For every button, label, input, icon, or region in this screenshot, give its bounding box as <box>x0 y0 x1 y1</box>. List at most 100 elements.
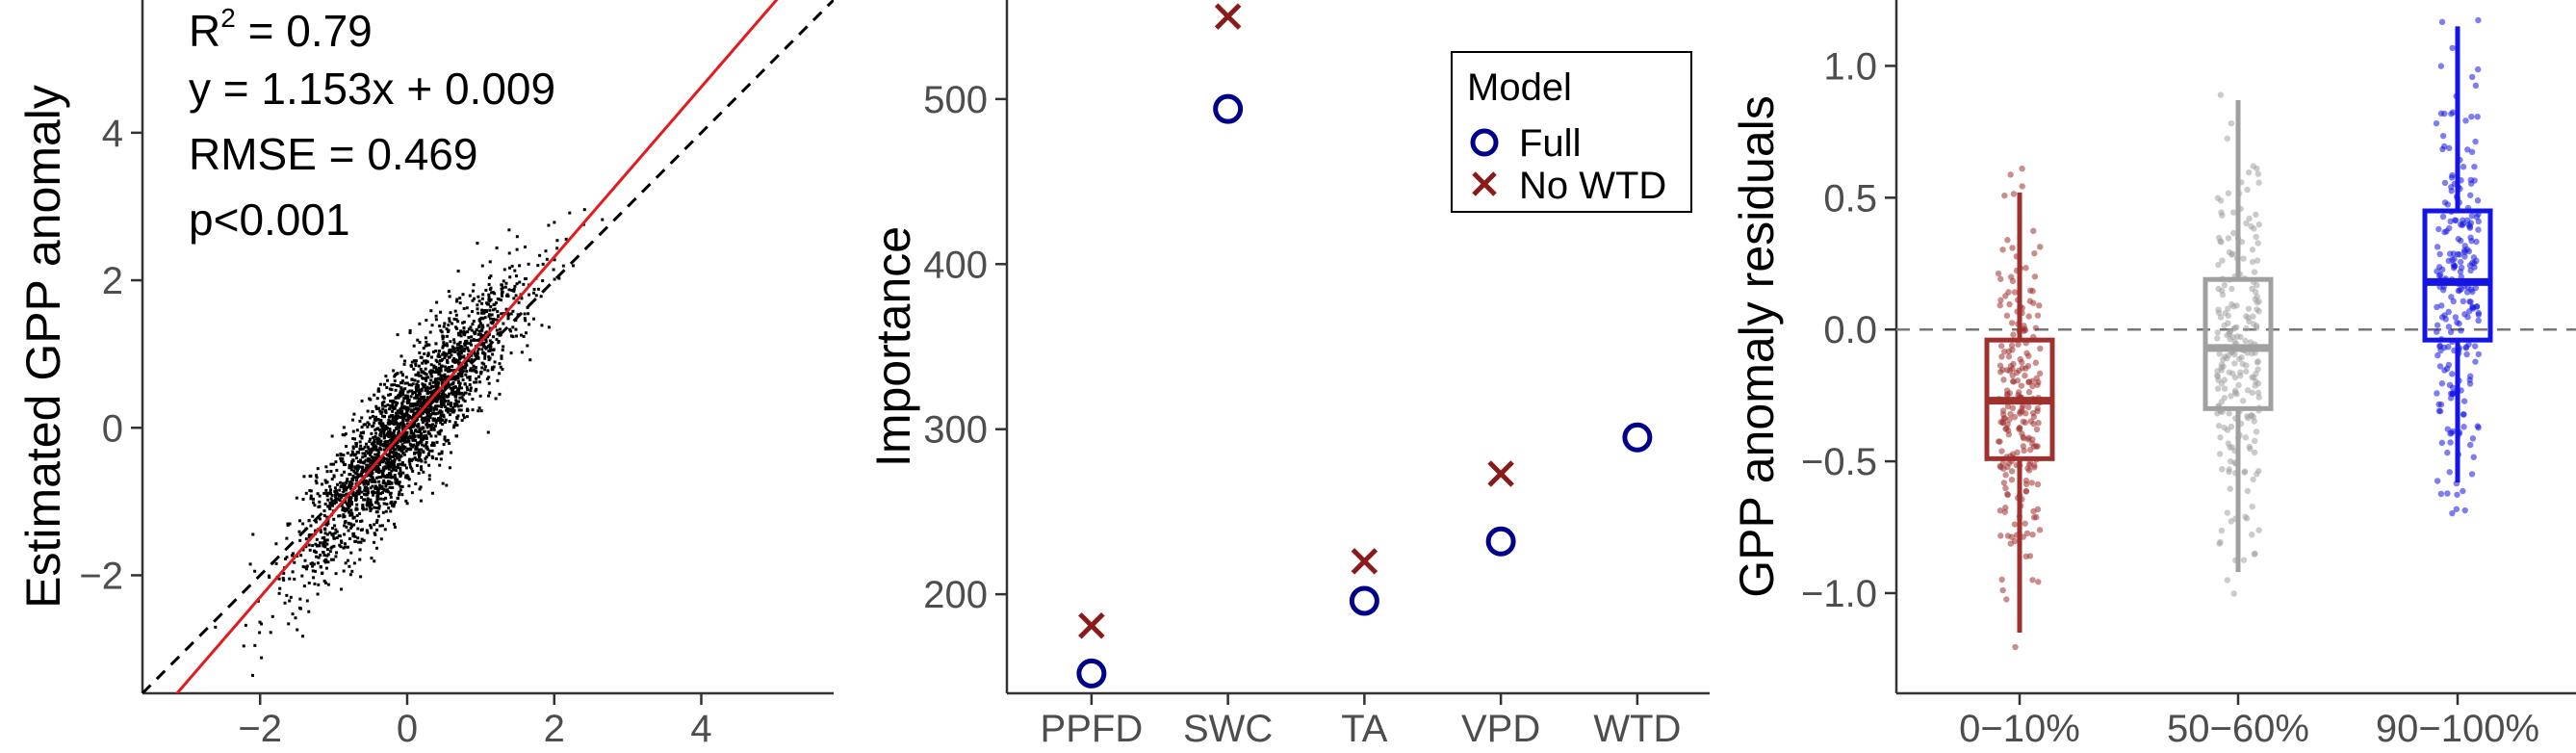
residual-point <box>2034 480 2042 488</box>
data-point <box>502 279 505 283</box>
data-point <box>416 443 420 447</box>
data-point <box>389 491 393 495</box>
data-point <box>448 420 451 424</box>
data-point <box>418 452 422 455</box>
residual-point <box>2034 312 2042 319</box>
y-ticks: −1.0−0.50.00.51.0 <box>1801 45 1896 615</box>
data-point <box>390 388 394 392</box>
data-point <box>349 468 353 472</box>
data-point <box>349 503 353 506</box>
data-point <box>501 348 504 351</box>
data-point <box>365 507 369 511</box>
residual-point <box>2460 487 2466 495</box>
data-point <box>430 324 434 327</box>
data-point <box>435 407 439 411</box>
data-point <box>443 373 447 376</box>
data-point <box>456 269 460 273</box>
data-point <box>405 502 409 506</box>
data-point <box>348 573 352 577</box>
data-point <box>414 445 418 449</box>
residual-point <box>2002 505 2009 511</box>
data-point <box>353 437 357 441</box>
data-point <box>331 533 335 537</box>
data-point <box>358 458 362 462</box>
data-point <box>451 382 455 386</box>
data-point <box>492 302 496 306</box>
residual-point <box>2455 287 2462 295</box>
data-point <box>457 353 461 357</box>
data-point <box>466 408 470 412</box>
data-point <box>297 530 301 533</box>
data-point <box>473 297 477 300</box>
data-point <box>423 396 426 400</box>
data-point <box>285 556 289 559</box>
data-point <box>384 489 388 493</box>
data-point <box>309 524 313 528</box>
data-point <box>387 422 391 426</box>
residual-point <box>1997 532 2004 539</box>
data-point <box>429 386 433 390</box>
data-point <box>401 437 405 441</box>
data-point <box>436 430 440 434</box>
data-point <box>400 448 404 452</box>
data-point <box>412 367 416 371</box>
data-point <box>375 436 379 440</box>
data-point <box>368 397 372 401</box>
data-point <box>326 560 330 564</box>
data-point <box>346 452 349 455</box>
data-point <box>366 409 370 413</box>
data-point <box>475 338 478 342</box>
data-point <box>389 404 393 408</box>
data-point <box>480 348 484 351</box>
data-point <box>433 380 437 384</box>
x-tick-label: 0 <box>397 708 418 750</box>
data-point <box>515 282 519 286</box>
data-point <box>534 294 538 298</box>
data-point <box>379 470 383 474</box>
data-point <box>508 275 512 279</box>
residual-point <box>2022 480 2030 488</box>
residual-point <box>2243 220 2250 227</box>
data-point <box>449 404 452 408</box>
data-point <box>370 455 374 459</box>
data-point <box>452 347 456 351</box>
data-point <box>434 314 438 318</box>
data-point <box>424 336 427 340</box>
data-point <box>356 536 360 540</box>
data-point <box>305 599 309 603</box>
residual-point <box>2471 260 2478 267</box>
data-point <box>457 350 461 353</box>
data-point <box>373 523 376 527</box>
data-point <box>480 366 484 370</box>
data-point <box>447 382 451 386</box>
residual-point <box>2434 478 2441 484</box>
residual-point <box>2026 553 2034 559</box>
data-point <box>420 388 424 392</box>
data-point <box>387 393 391 397</box>
data-point <box>405 418 409 422</box>
data-point <box>463 366 467 370</box>
data-point <box>383 443 387 447</box>
data-point <box>393 473 397 477</box>
data-point <box>377 451 381 454</box>
data-point <box>391 476 395 480</box>
data-point <box>395 414 399 418</box>
data-point <box>429 425 433 428</box>
data-point <box>515 247 519 251</box>
data-point <box>392 451 396 454</box>
data-point <box>355 479 359 482</box>
data-point <box>419 465 423 469</box>
data-point <box>267 574 270 578</box>
residual-point <box>2240 557 2248 563</box>
data-point <box>346 508 349 512</box>
data-point <box>508 266 512 270</box>
data-point <box>379 419 383 423</box>
data-point <box>412 359 416 363</box>
data-point <box>393 525 397 529</box>
data-point <box>384 484 388 488</box>
data-point <box>397 493 400 497</box>
residual-point <box>2007 171 2014 178</box>
data-point <box>502 345 505 349</box>
residual-point <box>2462 117 2469 124</box>
data-point <box>309 494 313 498</box>
